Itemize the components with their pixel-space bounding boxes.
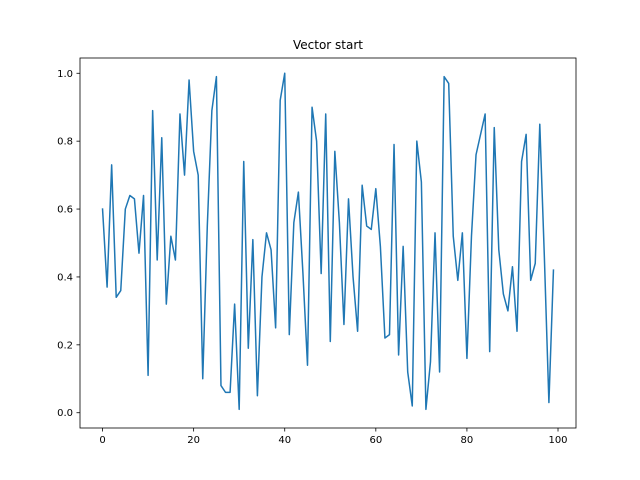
x-tick-label: 40	[278, 435, 291, 446]
x-tick-label: 20	[187, 435, 200, 446]
y-tick-label: 0.2	[57, 340, 73, 351]
x-tick-label: 100	[548, 435, 567, 446]
y-tick-label: 0.4	[57, 272, 73, 283]
x-tick-label: 80	[461, 435, 474, 446]
x-tick-label: 60	[369, 435, 382, 446]
y-tick-label: 0.8	[57, 137, 73, 148]
x-tick-label: 0	[99, 435, 105, 446]
x-axis-ticks: 0 20 40 60 80 100	[99, 428, 568, 446]
plot-area	[80, 58, 576, 428]
y-tick-label: 1.0	[57, 69, 73, 80]
y-axis-ticks: 0.0 0.2 0.4 0.6 0.8 1.0	[57, 69, 80, 419]
axes-frame	[79, 57, 577, 429]
series-line	[101, 72, 555, 411]
chart-title: Vector start	[293, 38, 363, 52]
y-tick-label: 0.6	[57, 205, 73, 216]
y-tick-label: 0.0	[57, 408, 73, 419]
